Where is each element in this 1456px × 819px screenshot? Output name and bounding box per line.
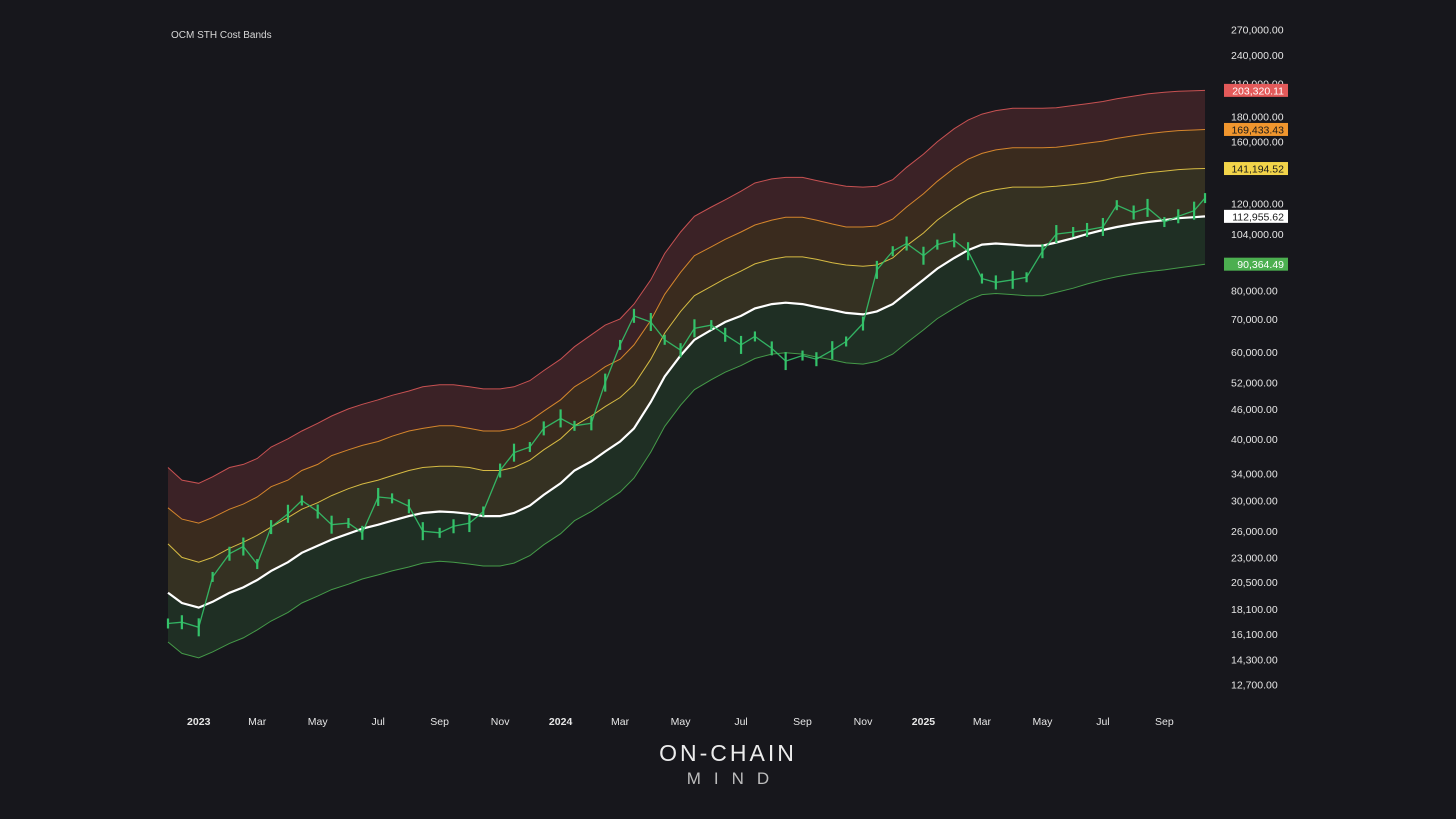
value-tag-bg [1224, 257, 1288, 271]
band-fill-mid [168, 168, 1205, 608]
y-tick-label: 16,100.00 [1231, 629, 1278, 641]
x-tick-label: Sep [793, 716, 812, 728]
y-tick-label: 240,000.00 [1231, 50, 1284, 62]
x-tick-label: Nov [854, 716, 873, 728]
x-tick-label: Mar [973, 716, 992, 728]
x-tick-label: Sep [430, 716, 449, 728]
y-tick-label: 120,000.00 [1231, 198, 1284, 210]
series-line-low [167, 263, 1206, 659]
x-tick-label: 2023 [187, 716, 211, 728]
y-tick-label: 104,000.00 [1231, 229, 1284, 241]
series-line-upper [167, 129, 1206, 524]
x-axis: 2023 Mar May Jul Sep Nov 2024 Mar May Jul Sep Nov 20… [187, 716, 1174, 728]
x-tick-label: Jul [734, 716, 747, 728]
y-tick-label: 80,000.00 [1231, 285, 1278, 297]
y-tick-label: 20,500.00 [1231, 577, 1278, 589]
band-fill-upper [168, 129, 1205, 563]
y-tick-label: 270,000.00 [1231, 25, 1284, 37]
y-tick-label: 60,000.00 [1231, 347, 1278, 359]
value-tag-label: 112,955.62 [1232, 211, 1284, 223]
x-tick-label: Sep [1155, 716, 1174, 728]
series-line-top [167, 89, 1206, 484]
brand-line-2: MIND [686, 769, 783, 788]
x-tick-label: Nov [491, 716, 510, 728]
value-tag-label: 169,433.43 [1231, 124, 1284, 136]
x-tick-label: May [1033, 716, 1054, 728]
band-fill-cost [168, 216, 1205, 658]
value-tag-label: 203,320.11 [1232, 85, 1284, 97]
value-tag-label: 90,364.49 [1237, 259, 1284, 271]
y-tick-label: 14,300.00 [1231, 654, 1278, 666]
y-tick-label: 52,000.00 [1231, 378, 1278, 390]
y-tick-label: 12,700.00 [1231, 680, 1278, 692]
band-fill-top [168, 90, 1205, 524]
x-tick-label: 2024 [549, 716, 573, 728]
value-tag-bg [1224, 122, 1288, 136]
x-tick-label: Mar [248, 716, 267, 728]
series-line-mid [167, 168, 1206, 563]
y-tick-label: 34,000.00 [1231, 469, 1278, 481]
y-tick-label: 30,000.00 [1231, 495, 1278, 507]
y-tick-label: 26,000.00 [1231, 526, 1278, 538]
brand-logo: ON-CHAIN MIND [0, 740, 1456, 789]
y-tick-label: 18,100.00 [1231, 604, 1278, 616]
chart-title: OCM STH Cost Bands [171, 30, 272, 41]
x-tick-label: 2025 [912, 716, 936, 728]
y-tick-label: 160,000.00 [1231, 137, 1284, 149]
x-tick-label: May [671, 716, 692, 728]
y-tick-label: 23,000.00 [1231, 552, 1278, 564]
y-tick-label: 180,000.00 [1231, 111, 1284, 123]
y-axis: 270,000.00240,000.00210,000.00180,000.00… [1231, 25, 1284, 692]
value-tags: 203,320.11 169,433.43 141,194.52 112,955.62… [1224, 83, 1288, 271]
band-lines [167, 89, 1206, 659]
x-tick-label: May [308, 716, 329, 728]
series-line-cost [167, 215, 1206, 609]
y-tick-label: 70,000.00 [1231, 314, 1278, 326]
value-tag-bg [1224, 209, 1288, 223]
band-fills [168, 90, 1205, 658]
value-tag-label: 141,194.52 [1231, 164, 1284, 176]
value-tag-bg [1224, 83, 1288, 97]
price-line [167, 197, 1206, 629]
x-tick-label: Jul [1096, 716, 1109, 728]
price-candles [166, 193, 1207, 637]
x-tick-label: Jul [371, 716, 384, 728]
value-tag-bg [1224, 162, 1288, 176]
brand-line-1: ON-CHAIN [659, 740, 797, 766]
y-tick-label: 40,000.00 [1231, 434, 1278, 446]
y-tick-label: 46,000.00 [1231, 404, 1278, 416]
x-tick-label: Mar [611, 716, 630, 728]
